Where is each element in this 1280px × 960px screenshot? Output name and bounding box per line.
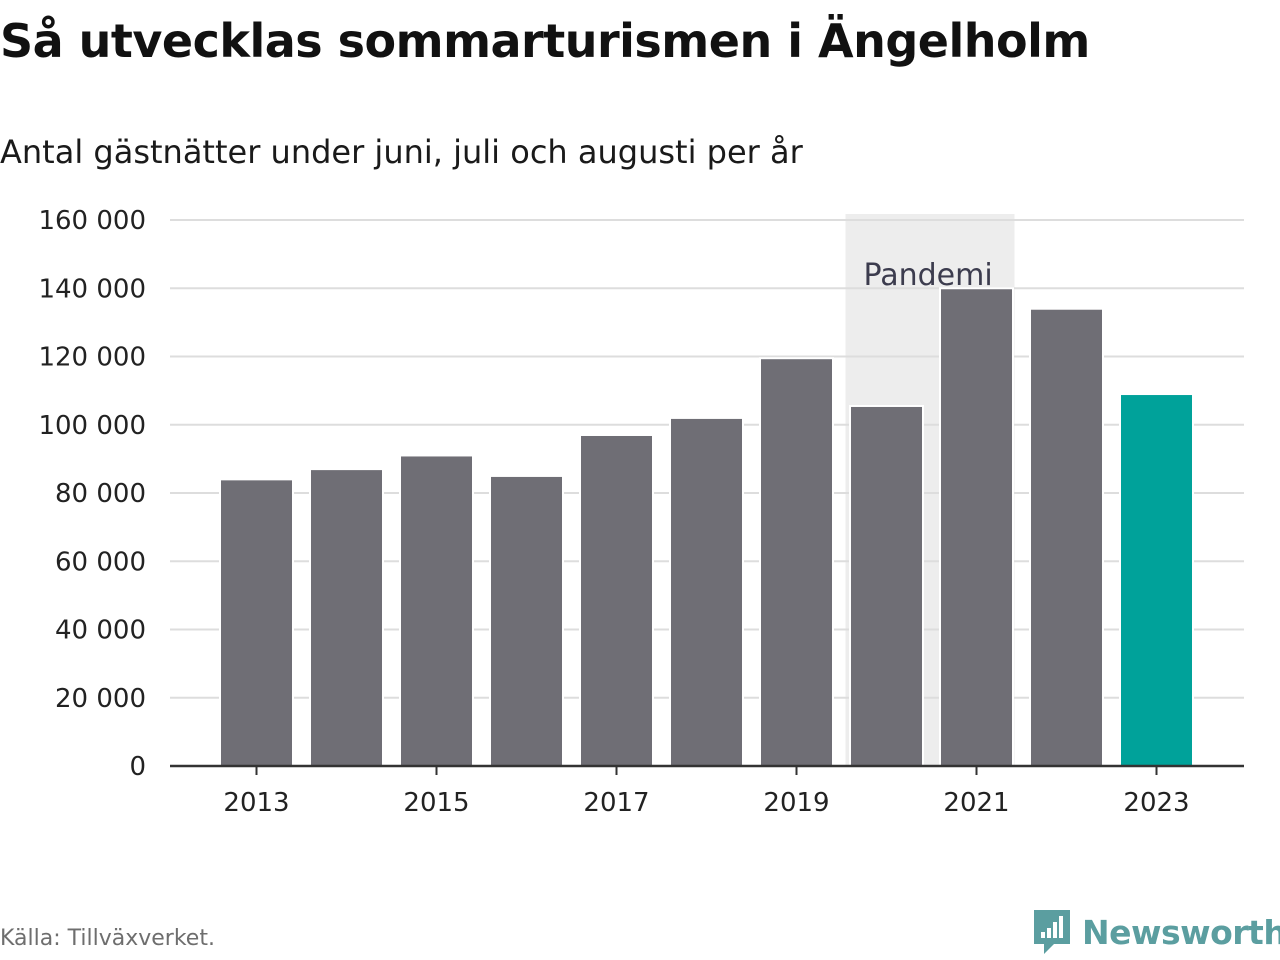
bar-2023 <box>1119 393 1194 767</box>
bar-2020 <box>849 404 924 767</box>
y-tick-label: 0 <box>129 752 146 782</box>
x-tick-label: 2013 <box>223 788 289 818</box>
y-tick-label: 20 000 <box>55 684 146 714</box>
y-tick-label: 100 000 <box>38 411 146 441</box>
x-tick-label: 2023 <box>1123 788 1189 818</box>
bar-2014 <box>309 468 384 767</box>
bar-2018 <box>669 416 744 768</box>
x-tick-label: 2015 <box>403 788 469 818</box>
brand-name: Newsworthy <box>1082 912 1280 952</box>
y-tick-label: 120 000 <box>38 343 146 373</box>
x-tick-label: 2017 <box>583 788 649 818</box>
y-tick-label: 60 000 <box>55 547 146 577</box>
bar-2016 <box>489 474 564 767</box>
y-tick-label: 80 000 <box>55 479 146 509</box>
chart-subtitle: Antal gästnätter under juni, juli och au… <box>0 133 803 171</box>
bar-chart: Pandemi 0 20 000 40 000 60 000 80 000 100 000 1… <box>38 206 1244 818</box>
chart-title: Så utvecklas sommarturismen i Ängelholm <box>0 14 1090 68</box>
bar-2022 <box>1029 307 1104 767</box>
bars <box>219 287 1194 768</box>
brand-logo[interactable]: Newsworthy <box>1032 908 1280 956</box>
bar-2021 <box>939 287 1014 767</box>
bar-2013 <box>219 478 294 767</box>
pandemic-label: Pandemi <box>864 258 993 293</box>
bar-2015 <box>399 454 474 767</box>
bar-2019 <box>759 357 834 768</box>
x-tick-label: 2021 <box>943 788 1009 818</box>
y-tick-label: 140 000 <box>38 274 146 304</box>
tick-labels: Pandemi 0 20 000 40 000 60 000 80 000 100 000 1… <box>38 206 1189 818</box>
axes <box>170 764 1244 775</box>
x-tick-label: 2019 <box>763 788 829 818</box>
source-note: Källa: Tillväxverket. <box>0 926 215 951</box>
y-tick-label: 160 000 <box>38 206 146 236</box>
bar-2017 <box>579 433 654 768</box>
newsworthy-logo-icon <box>1034 910 1070 954</box>
y-tick-label: 40 000 <box>55 616 146 646</box>
